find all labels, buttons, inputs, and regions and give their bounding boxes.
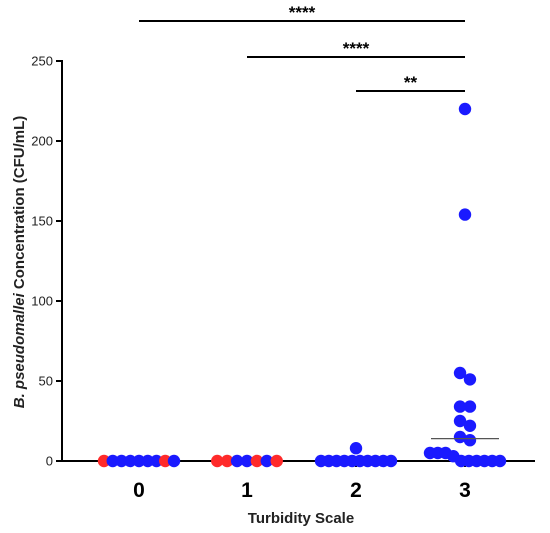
data-point <box>132 454 146 468</box>
data-point <box>458 208 472 221</box>
data-point <box>349 442 363 455</box>
significance-label: **** <box>289 3 316 22</box>
y-axis-label-organism: B. pseudomallei <box>11 292 28 408</box>
data-point <box>141 454 154 468</box>
significance-brackets: ********** <box>139 3 465 92</box>
y-tick-label: 0 <box>46 454 53 469</box>
data-point <box>115 454 128 468</box>
data-point <box>463 400 477 413</box>
data-point <box>458 102 472 116</box>
data-point <box>150 454 163 468</box>
data-point <box>260 454 274 468</box>
x-tick-label: 1 <box>241 479 253 502</box>
x-tick-label: 2 <box>350 479 362 502</box>
data-point <box>463 434 477 447</box>
x-tick-label: 3 <box>459 479 471 502</box>
x-axis-label: Turbidity Scale <box>248 510 354 527</box>
data-point <box>220 454 234 468</box>
data-point <box>97 454 111 468</box>
data-point <box>493 454 507 468</box>
data-point <box>106 454 119 468</box>
data-point <box>167 454 181 468</box>
data-point <box>453 430 467 444</box>
y-tick-label: 150 <box>31 214 53 229</box>
data-point <box>453 366 467 380</box>
data-point <box>124 454 137 468</box>
x-tick-label: 0 <box>133 479 145 502</box>
data-point <box>453 414 467 428</box>
data-point <box>463 373 477 386</box>
data-point <box>270 454 283 468</box>
y-axis-label-units: Concentration (CFU/mL) <box>11 116 28 294</box>
y-axis-label: B. pseudomallei Concentration (CFU/mL) <box>11 116 28 409</box>
data-point <box>384 454 398 468</box>
data-point <box>230 454 244 468</box>
significance-label: ** <box>404 73 418 92</box>
data-point <box>463 419 477 432</box>
significance-label: **** <box>343 39 370 58</box>
data-point <box>240 454 254 468</box>
data-point <box>211 454 224 468</box>
y-tick-label: 50 <box>39 374 53 389</box>
y-tick-label: 200 <box>31 134 53 149</box>
y-tick-label: 100 <box>31 294 53 309</box>
y-tick-label: 250 <box>31 54 53 69</box>
axes: 0 50 100 150 200 250 0 1 2 3 <box>31 54 535 502</box>
data-point <box>159 454 172 468</box>
data-point <box>453 400 467 413</box>
data-points <box>97 102 507 468</box>
data-point <box>250 454 264 468</box>
